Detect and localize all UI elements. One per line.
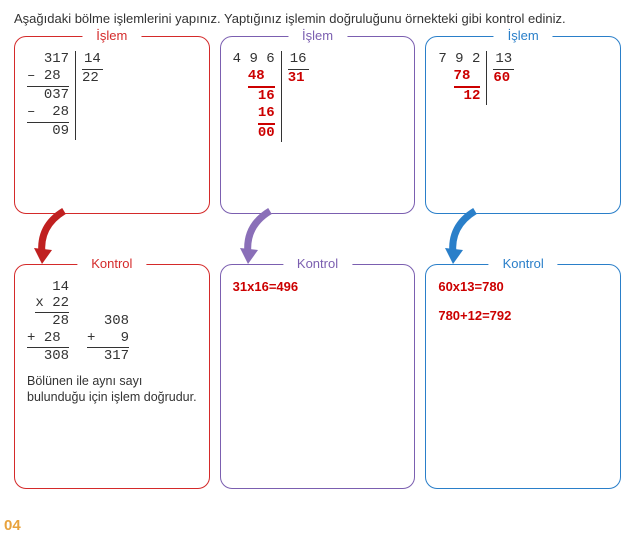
kontrol-3-line2: 780+12=792 — [438, 308, 608, 323]
division-2-left: 4 9 6 48 16 16 00 — [233, 51, 281, 143]
column-3: İşlem 7 9 2 78 12 13 60 Kontrol 60x1 — [425, 36, 621, 489]
column-1: İşlem 317 – 28 037 – 28 09 14 22 — [14, 36, 210, 489]
d1-s1m: – — [27, 68, 35, 84]
dividend-2: 4 9 6 — [233, 51, 275, 67]
m-p2: 28 — [44, 330, 61, 346]
d1-s2m: – — [27, 104, 35, 120]
d1-r2: 09 — [52, 123, 69, 139]
instructions-text: Aşağıdaki bölme işlemlerini yapınız. Yap… — [14, 10, 621, 28]
d2-s1: 48 — [248, 68, 275, 88]
m-sum: 308 — [44, 348, 69, 364]
division-3: 7 9 2 78 12 13 60 — [438, 51, 608, 106]
islem-title-1: İşlem — [82, 28, 141, 43]
kontrol-card-1: Kontrol 14 x 22 28 + 28 308 308 + 9 317 … — [14, 264, 210, 489]
kontrol-card-2: Kontrol 31x16=496 — [220, 264, 416, 489]
islem-card-3: İşlem 7 9 2 78 12 13 60 — [425, 36, 621, 214]
quotient-3: 60 — [493, 70, 510, 86]
arrow-icon — [435, 206, 495, 271]
quotient-1: 22 — [82, 70, 99, 86]
division-3-left: 7 9 2 78 12 — [438, 51, 486, 106]
division-1: 317 – 28 037 – 28 09 14 22 — [27, 51, 197, 141]
column-2: İşlem 4 9 6 48 16 16 00 16 31 — [220, 36, 416, 489]
division-3-right: 13 60 — [486, 51, 514, 106]
division-2-right: 16 31 — [281, 51, 309, 143]
kontrol-2-line1: 31x16=496 — [233, 279, 403, 294]
division-1-right: 14 22 — [75, 51, 103, 141]
m-x: x — [35, 295, 43, 311]
dividend-1: 317 — [44, 51, 69, 67]
a-bot: 9 — [121, 330, 129, 346]
divisor-1: 14 — [82, 51, 103, 71]
m-plus: + — [27, 330, 35, 346]
a-plus: + — [87, 330, 95, 346]
arrow-icon — [230, 206, 290, 271]
kontrol-card-3: Kontrol 60x13=780 780+12=792 — [425, 264, 621, 489]
kontrol-title-1: Kontrol — [77, 256, 146, 271]
m-bot: 22 — [52, 295, 69, 311]
d1-s2: 28 — [52, 104, 69, 120]
worksheet-grid: İşlem 317 – 28 037 – 28 09 14 22 — [14, 36, 621, 489]
check-note-1: Bölünen ile aynı sayı bulunduğu için işl… — [27, 373, 197, 406]
islem-card-2: İşlem 4 9 6 48 16 16 00 16 31 — [220, 36, 416, 214]
islem-card-1: İşlem 317 – 28 037 – 28 09 14 22 — [14, 36, 210, 214]
divisor-2: 16 — [288, 51, 309, 71]
a-sum: 317 — [104, 348, 129, 364]
islem-title-2: İşlem — [288, 28, 347, 43]
d3-s1: 78 — [454, 68, 481, 88]
m-p1: 28 — [52, 313, 69, 329]
kontrol-title-3: Kontrol — [489, 256, 558, 271]
division-2: 4 9 6 48 16 16 00 16 31 — [233, 51, 403, 143]
d2-s2: 16 — [258, 105, 275, 125]
d2-r1: 16 — [258, 88, 275, 104]
page-number: 04 — [4, 517, 21, 534]
d3-r1: 12 — [464, 88, 481, 104]
kontrol-title-2: Kontrol — [283, 256, 352, 271]
islem-title-3: İşlem — [494, 28, 553, 43]
dividend-3: 7 9 2 — [438, 51, 480, 67]
check-mult-1: 14 x 22 28 + 28 308 — [27, 279, 69, 365]
arrow-icon — [24, 206, 84, 271]
m-top: 14 — [52, 279, 69, 295]
d2-r2: 00 — [258, 125, 275, 141]
d1-r1: 037 — [44, 87, 69, 103]
kontrol-3-line1: 60x13=780 — [438, 279, 608, 294]
divisor-3: 13 — [493, 51, 514, 71]
division-1-left: 317 – 28 037 – 28 09 — [27, 51, 75, 141]
a-top: 308 — [104, 313, 129, 329]
check-add-1: 308 + 9 317 — [87, 313, 129, 364]
d1-s1: 28 — [44, 68, 61, 84]
quotient-2: 31 — [288, 70, 305, 86]
